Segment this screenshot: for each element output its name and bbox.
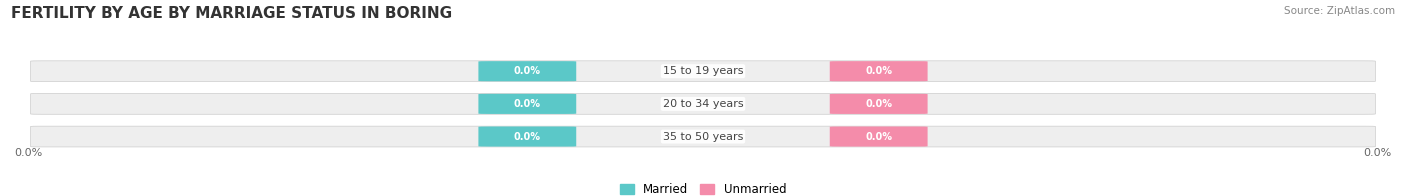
FancyBboxPatch shape bbox=[830, 94, 928, 114]
Text: 0.0%: 0.0% bbox=[865, 66, 893, 76]
Text: 0.0%: 0.0% bbox=[865, 99, 893, 109]
FancyBboxPatch shape bbox=[478, 126, 576, 147]
FancyBboxPatch shape bbox=[31, 61, 1375, 82]
FancyBboxPatch shape bbox=[31, 93, 1375, 114]
Text: 35 to 50 years: 35 to 50 years bbox=[662, 132, 744, 142]
FancyBboxPatch shape bbox=[830, 126, 928, 147]
FancyBboxPatch shape bbox=[31, 126, 1375, 147]
Text: 0.0%: 0.0% bbox=[865, 132, 893, 142]
Text: 0.0%: 0.0% bbox=[1364, 148, 1392, 158]
Text: FERTILITY BY AGE BY MARRIAGE STATUS IN BORING: FERTILITY BY AGE BY MARRIAGE STATUS IN B… bbox=[11, 6, 453, 21]
Text: 0.0%: 0.0% bbox=[513, 132, 541, 142]
Text: 0.0%: 0.0% bbox=[513, 99, 541, 109]
FancyBboxPatch shape bbox=[478, 61, 576, 81]
FancyBboxPatch shape bbox=[830, 61, 928, 81]
Text: 0.0%: 0.0% bbox=[14, 148, 42, 158]
Text: 0.0%: 0.0% bbox=[513, 66, 541, 76]
Text: Source: ZipAtlas.com: Source: ZipAtlas.com bbox=[1284, 6, 1395, 16]
Text: 20 to 34 years: 20 to 34 years bbox=[662, 99, 744, 109]
FancyBboxPatch shape bbox=[478, 94, 576, 114]
Text: 15 to 19 years: 15 to 19 years bbox=[662, 66, 744, 76]
Legend: Married, Unmarried: Married, Unmarried bbox=[614, 178, 792, 196]
